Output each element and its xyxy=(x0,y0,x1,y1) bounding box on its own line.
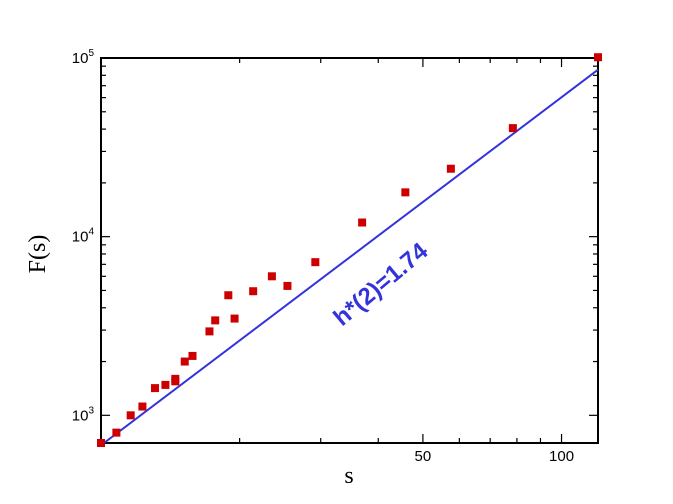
fit-line xyxy=(100,68,599,447)
data-point xyxy=(249,287,258,296)
data-point xyxy=(138,402,147,411)
data-point xyxy=(594,53,602,62)
data-point xyxy=(97,439,105,447)
y-tick-label: 104 xyxy=(72,227,95,246)
x-tick-labels: 50 100 xyxy=(415,448,574,465)
data-point xyxy=(446,164,455,173)
data-point xyxy=(508,124,517,133)
data-point xyxy=(401,188,410,197)
data-point xyxy=(211,316,220,325)
data-point xyxy=(112,428,121,437)
data-point xyxy=(205,327,214,336)
data-point xyxy=(171,374,180,383)
y-axis-title: F(s) xyxy=(25,235,51,274)
data-points xyxy=(97,53,602,447)
x-tick-label: 100 xyxy=(549,448,574,465)
data-point xyxy=(283,281,292,290)
data-point xyxy=(230,314,239,323)
data-point xyxy=(126,411,135,420)
data-point xyxy=(180,357,189,366)
data-point xyxy=(311,258,320,267)
x-axis-title: s xyxy=(344,463,353,489)
data-point xyxy=(151,384,160,393)
fit-line-segment xyxy=(100,68,599,447)
plot-frame xyxy=(100,57,599,444)
y-tick-label: 103 xyxy=(72,405,95,424)
data-point xyxy=(358,218,367,227)
data-point xyxy=(267,272,276,281)
exponent-annotation: h*(2)=1.74 xyxy=(329,237,434,331)
x-tick-label: 50 xyxy=(415,448,432,465)
y-tick-labels: 103 104 105 xyxy=(72,48,95,424)
y-tick-label: 105 xyxy=(72,48,95,67)
data-point xyxy=(188,351,197,360)
major-ticks xyxy=(101,58,598,443)
data-point xyxy=(161,380,170,389)
minor-ticks xyxy=(101,58,598,443)
data-point xyxy=(224,291,233,300)
